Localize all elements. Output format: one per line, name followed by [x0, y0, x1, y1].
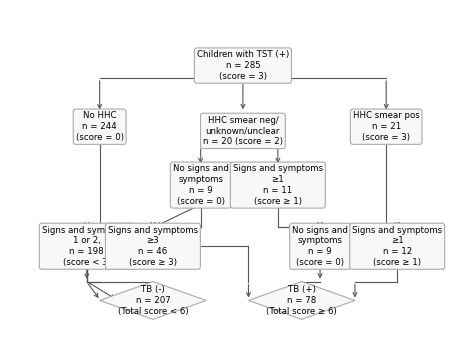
Text: No signs and
symptoms
n = 9
(score = 0): No signs and symptoms n = 9 (score = 0)	[173, 165, 228, 206]
Polygon shape	[100, 282, 206, 319]
Polygon shape	[248, 282, 355, 319]
Text: No HHC
n = 244
(score = 0): No HHC n = 244 (score = 0)	[76, 112, 124, 142]
Text: No signs and
symptoms
n = 9
(score = 0): No signs and symptoms n = 9 (score = 0)	[292, 226, 348, 267]
Text: Signs and symptoms
≥1
n = 12
(score ≥ 1): Signs and symptoms ≥1 n = 12 (score ≥ 1)	[352, 226, 442, 267]
Text: HHC smear neg/
unknown/unclear
n = 20 (score = 2): HHC smear neg/ unknown/unclear n = 20 (s…	[203, 116, 283, 146]
Text: TB (-)
n = 207
(Total score < 6): TB (-) n = 207 (Total score < 6)	[118, 285, 188, 316]
Text: HHC smear pos
n = 21
(score = 3): HHC smear pos n = 21 (score = 3)	[353, 112, 419, 142]
Text: Signs and symptoms
≥1
n = 11
(score ≥ 1): Signs and symptoms ≥1 n = 11 (score ≥ 1)	[233, 165, 323, 206]
Text: Signs and symptoms
≥3
n = 46
(score ≥ 3): Signs and symptoms ≥3 n = 46 (score ≥ 3)	[108, 226, 198, 267]
Text: Signs and symptoms
1 or 2,
n = 198
(score < 3): Signs and symptoms 1 or 2, n = 198 (scor…	[42, 226, 132, 267]
Text: TB (+)
n = 78
(Total score ≥ 6): TB (+) n = 78 (Total score ≥ 6)	[266, 285, 337, 316]
Text: Children with TST (+)
n = 285
(score = 3): Children with TST (+) n = 285 (score = 3…	[197, 50, 289, 81]
